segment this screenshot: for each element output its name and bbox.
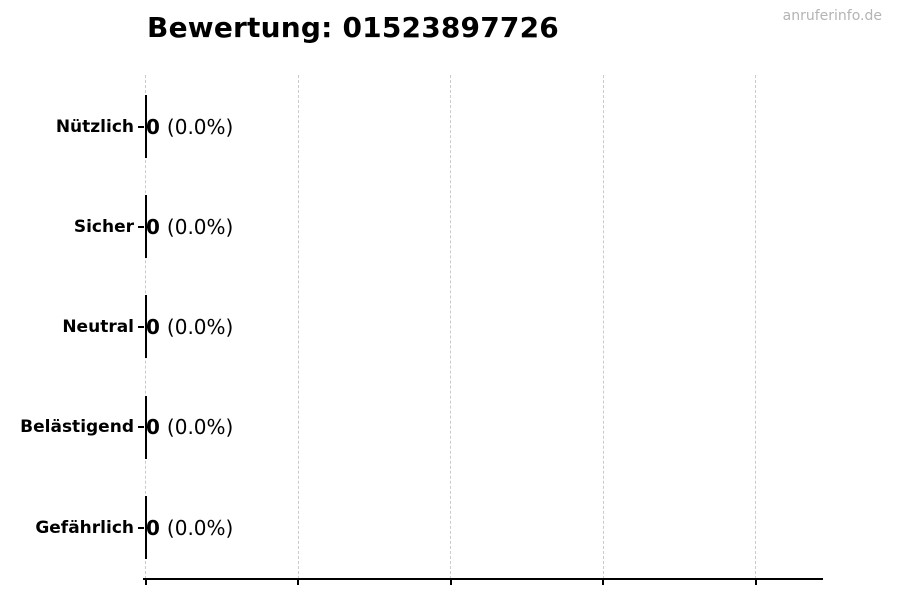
zero-bar bbox=[145, 195, 147, 258]
bar-count: 0 bbox=[146, 515, 160, 540]
y-axis-tick bbox=[138, 325, 144, 328]
zero-bar bbox=[145, 95, 147, 158]
x-axis-line bbox=[143, 577, 823, 580]
x-axis-tick bbox=[296, 579, 299, 585]
chart-title: Bewertung: 01523897726 bbox=[147, 11, 559, 44]
bar-count: 0 bbox=[146, 114, 160, 139]
y-axis-tick bbox=[138, 426, 144, 428]
zero-bar bbox=[145, 395, 147, 459]
zero-bar bbox=[145, 496, 147, 559]
bar-percent: (0.0%) bbox=[166, 114, 234, 139]
bar-value-label: 0 (0.0%) bbox=[146, 514, 233, 542]
y-axis-tick bbox=[138, 526, 144, 529]
bar-value-label: 0 (0.0%) bbox=[146, 313, 233, 341]
bar-count: 0 bbox=[146, 214, 160, 239]
bar-percent: (0.0%) bbox=[166, 314, 234, 339]
bar-count: 0 bbox=[146, 415, 160, 439]
bar-value-label: 0 (0.0%) bbox=[146, 213, 233, 241]
category-label: Neutral bbox=[62, 316, 134, 337]
category-label: Sicher bbox=[73, 216, 134, 237]
y-axis-tick bbox=[138, 225, 144, 228]
gridline bbox=[755, 75, 756, 579]
category-label: Belästigend bbox=[20, 417, 134, 437]
bar-percent: (0.0%) bbox=[166, 515, 234, 540]
gridline bbox=[602, 75, 604, 579]
category-label: Gefährlich bbox=[35, 517, 134, 538]
x-axis-tick bbox=[754, 579, 757, 585]
zero-bar bbox=[145, 295, 147, 358]
bar-value-label: 0 (0.0%) bbox=[146, 113, 233, 141]
gridline bbox=[450, 75, 451, 579]
x-axis-tick bbox=[144, 579, 147, 585]
category-label: Nützlich bbox=[55, 116, 134, 137]
bar-value-label: 0 (0.0%) bbox=[146, 413, 233, 441]
y-axis-tick bbox=[138, 125, 144, 128]
x-axis-tick bbox=[449, 579, 452, 585]
gridline bbox=[297, 75, 299, 579]
x-axis-tick bbox=[602, 579, 604, 585]
bar-percent: (0.0%) bbox=[166, 214, 234, 239]
bar-percent: (0.0%) bbox=[166, 415, 234, 439]
watermark: anruferinfo.de bbox=[782, 8, 882, 24]
bar-count: 0 bbox=[146, 314, 160, 339]
